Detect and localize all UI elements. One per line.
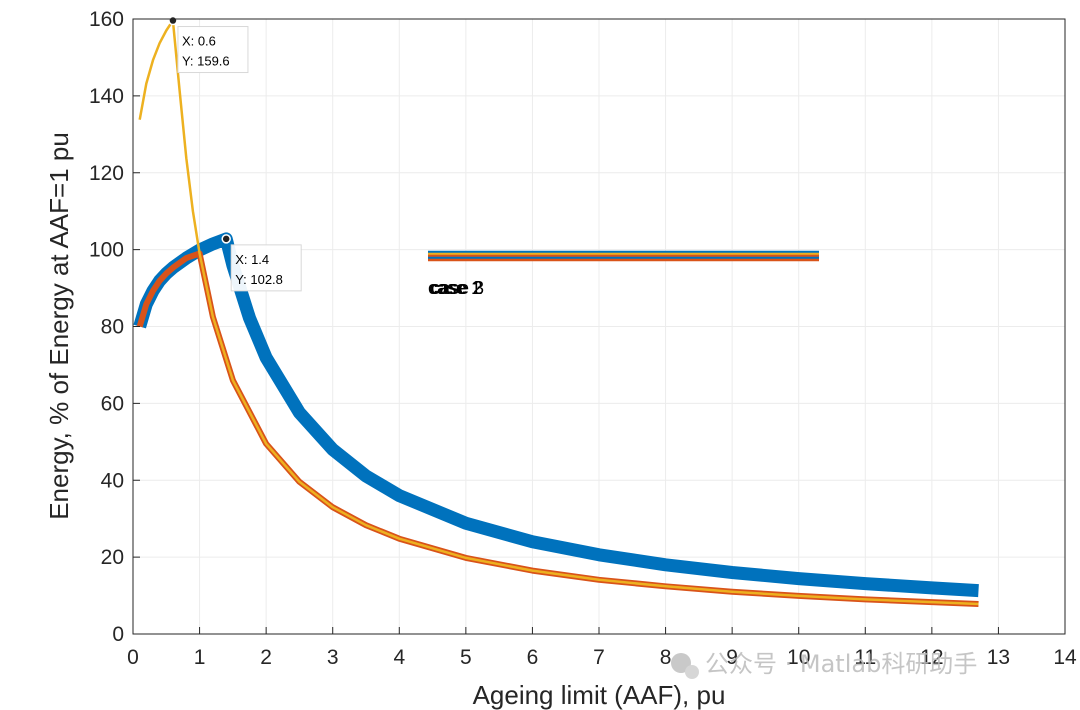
legend-label: case 1 — [428, 278, 481, 298]
y-axis-label: Energy, % of Energy at AAF=1 pu — [44, 132, 74, 520]
x-tick-label: 5 — [460, 646, 472, 669]
datatip-box — [177, 26, 249, 74]
datatip-x-label: X: 0.6 — [182, 34, 216, 49]
x-tick-label: 3 — [327, 646, 339, 669]
datatip-y-label: Y: 102.8 — [235, 272, 283, 287]
ticks: 0 1 2 3 4 5 6 7 8 9 10 11 12 13 1402040608010012014016… — [89, 8, 1077, 669]
x-tick-label: 6 — [527, 646, 539, 669]
x-tick-label: 7 — [593, 646, 605, 669]
series-group — [133, 19, 979, 607]
x-tick-label: 2 — [260, 646, 272, 669]
y-tick-label: 120 — [89, 162, 124, 185]
y-tick-label: 100 — [89, 239, 124, 262]
x-tick-label: 0 — [127, 646, 139, 669]
y-tick-label: 160 — [89, 8, 124, 31]
x-tick-label: 1 — [194, 646, 206, 669]
wechat-icon — [671, 653, 691, 673]
datatip-marker[interactable] — [168, 15, 178, 26]
datatip-marker[interactable] — [221, 234, 231, 244]
datatips: X: 0.6 Y: 159.6 X: 1.4 Y: 102.8 — [168, 15, 302, 292]
x-tick-label: 11 — [854, 646, 876, 669]
x-tick-label: 8 — [660, 646, 672, 669]
wechat-icon-small — [685, 665, 699, 679]
y-tick-label: 60 — [101, 392, 124, 415]
y-tick-label: 40 — [101, 469, 124, 492]
datatip-x-label: X: 1.4 — [235, 252, 269, 267]
x-axis-label: Ageing limit (AAF), pu — [473, 680, 726, 710]
y-tick-label: 80 — [101, 316, 124, 339]
legend-label: case 2 — [430, 278, 483, 298]
x-tick-label: 10 — [787, 646, 810, 669]
datatip-y-label: Y: 159.6 — [182, 54, 230, 69]
watermark: 公众号 · Matlab科研助手 — [671, 650, 977, 679]
x-tick-label: 12 — [920, 646, 943, 669]
datatip-box — [230, 244, 302, 292]
x-tick-label: 9 — [726, 646, 738, 669]
x-tick-label: 14 — [1053, 646, 1077, 669]
y-tick-label: 0 — [112, 623, 124, 646]
series-line-3[interactable] — [138, 19, 979, 606]
x-tick-label: 13 — [987, 646, 1010, 669]
x-tick-label: 4 — [393, 646, 405, 669]
y-tick-label: 140 — [89, 85, 124, 108]
watermark-text: 公众号 · Matlab科研助手 — [705, 650, 977, 678]
legend-label: case 3 — [431, 278, 484, 298]
y-tick-label: 20 — [101, 546, 124, 569]
